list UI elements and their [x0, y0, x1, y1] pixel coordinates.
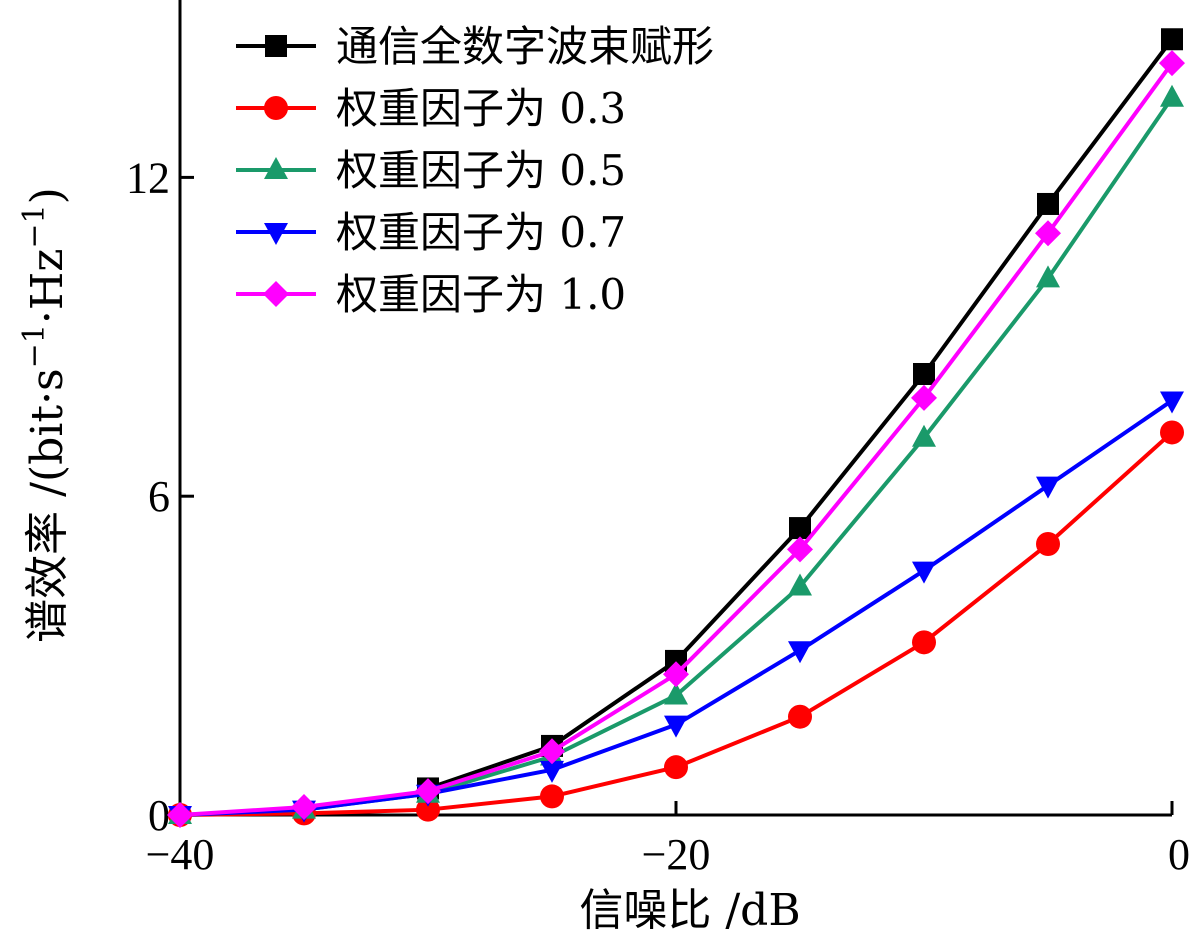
y-axis-label-suffix: )	[22, 187, 73, 204]
legend-marker	[264, 157, 288, 179]
data-point	[664, 715, 688, 738]
data-point	[912, 424, 936, 447]
data-point	[1161, 28, 1183, 51]
legend-marker	[264, 96, 288, 120]
series-line	[179, 398, 1174, 817]
data-point	[416, 797, 440, 822]
x-ticks: −40 −20 0	[146, 801, 1190, 879]
legend-entry-3: 权重因子为 0.7	[236, 208, 626, 257]
data-point	[1160, 391, 1184, 414]
y-axis-label-mid: ·Hz	[22, 249, 73, 325]
data-point	[1035, 220, 1061, 247]
y-axis-label-sup2: −1	[17, 204, 52, 248]
data-point	[291, 794, 317, 821]
legend-label: 权重因子为 0.5	[336, 146, 626, 195]
y-ticks: 0 6 12	[126, 153, 194, 840]
data-point	[911, 384, 937, 411]
y-axis-label: 谱效率 /(bit·s−1·Hz−1)	[17, 187, 73, 643]
legend-marker	[264, 223, 288, 245]
data-point	[1160, 84, 1184, 107]
data-point	[788, 704, 812, 729]
data-point	[540, 760, 564, 783]
data-point	[788, 641, 812, 664]
series-line	[179, 96, 1174, 817]
data-point	[1037, 192, 1059, 215]
x-tick-label: −20	[642, 830, 711, 879]
data-point	[1159, 50, 1185, 77]
data-point	[913, 362, 935, 385]
data-point	[789, 517, 811, 540]
legend-marker	[263, 281, 289, 307]
y-axis-label-sup1: −1	[17, 324, 52, 368]
y-tick-label: 6	[148, 472, 170, 521]
data-point	[1036, 532, 1060, 557]
data-point	[539, 738, 565, 765]
data-point	[167, 802, 193, 828]
data-point	[1036, 265, 1060, 288]
x-tick-label: 0	[1168, 830, 1190, 879]
data-point	[663, 661, 689, 688]
y-tick-label: 0	[148, 791, 170, 840]
data-point	[540, 784, 564, 809]
y-tick-label: 12	[126, 153, 170, 202]
data-point	[787, 536, 813, 563]
data-point	[664, 682, 688, 705]
legend-label: 通信全数字波束赋形	[336, 22, 714, 71]
legend-label: 权重因子为 0.3	[336, 84, 626, 133]
data-point	[415, 778, 441, 805]
legend-entry-0: 通信全数字波束赋形	[236, 22, 714, 71]
legend-entry-1: 权重因子为 0.3	[236, 84, 626, 133]
series-1	[168, 420, 1184, 827]
series-layer	[167, 28, 1185, 828]
legend-entry-4: 权重因子为 1.0	[236, 270, 626, 319]
data-point	[788, 573, 812, 596]
data-point	[912, 561, 936, 584]
series-4	[167, 50, 1185, 828]
y-axis-label-prefix: 谱效率 /(bit·s	[22, 368, 73, 642]
series-2	[168, 84, 1184, 824]
x-tick-label: −40	[146, 830, 215, 879]
legend-label: 权重因子为 0.7	[336, 208, 626, 257]
legend-label: 权重因子为 1.0	[336, 270, 626, 319]
data-point	[1160, 420, 1184, 445]
legend-entry-2: 权重因子为 0.5	[236, 146, 626, 195]
legend-marker	[265, 35, 287, 57]
series-0	[417, 28, 1183, 800]
data-point	[912, 630, 936, 655]
x-axis-label: 信噪比 /dB	[579, 885, 800, 936]
data-point	[1036, 476, 1060, 499]
data-point	[664, 755, 688, 780]
